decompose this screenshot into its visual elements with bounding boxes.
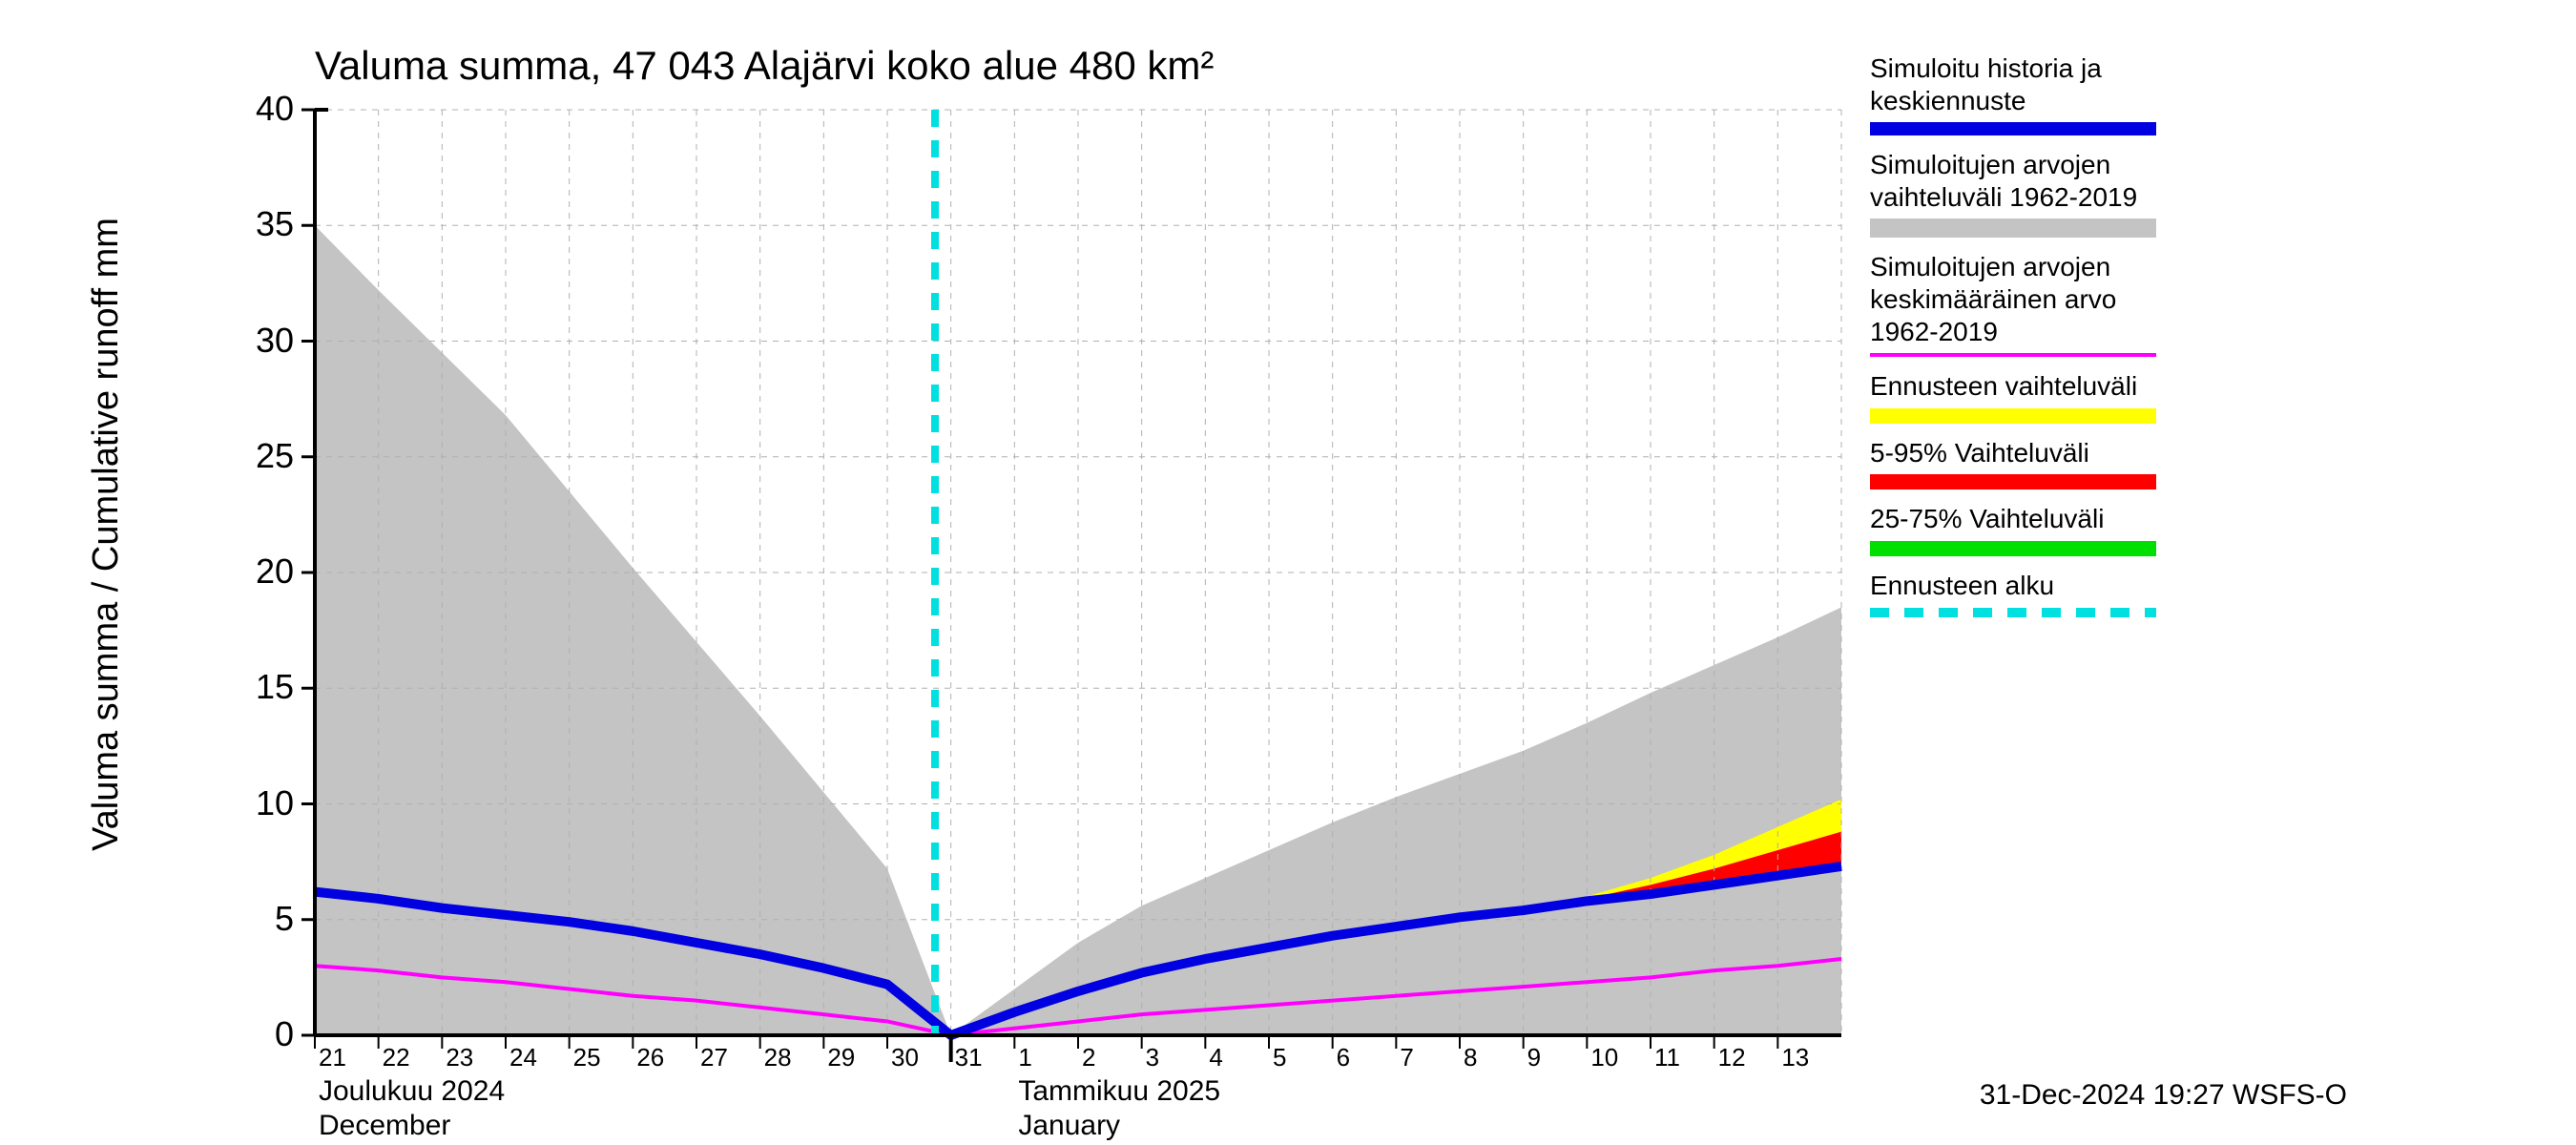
x-tick-label: 27 <box>700 1043 728 1072</box>
legend-item: Simuloitujen arvojenkeskimääräinen arvo … <box>1870 251 2156 357</box>
x-tick-label: 9 <box>1527 1043 1541 1072</box>
legend-swatch <box>1870 541 2156 556</box>
legend: Simuloitu historia jakeskiennusteSimuloi… <box>1870 52 2156 631</box>
legend-text: 5-95% Vaihteluväli <box>1870 437 2156 469</box>
legend-text: vaihteluväli 1962-2019 <box>1870 181 2156 214</box>
plot-area <box>0 0 2576 1145</box>
legend-text: Ennusteen alku <box>1870 570 2156 602</box>
y-tick-label: 40 <box>256 89 294 129</box>
x-tick-label: 31 <box>955 1043 983 1072</box>
x-tick-label: 8 <box>1464 1043 1477 1072</box>
x-tick-label: 12 <box>1718 1043 1746 1072</box>
x-tick-label: 13 <box>1781 1043 1809 1072</box>
figure: Valuma summa / Cumulative runoff mm Valu… <box>0 0 2576 1145</box>
y-tick-label: 20 <box>256 552 294 592</box>
x-tick-label: 22 <box>383 1043 410 1072</box>
legend-item: Ennusteen vaihteluväli <box>1870 370 2156 424</box>
y-tick-label: 25 <box>256 436 294 476</box>
month-label-en: January <box>1018 1110 1120 1142</box>
legend-item: 5-95% Vaihteluväli <box>1870 437 2156 490</box>
x-tick-label: 24 <box>509 1043 537 1072</box>
x-tick-label: 28 <box>764 1043 792 1072</box>
x-tick-label: 10 <box>1590 1043 1618 1072</box>
legend-swatch <box>1870 353 2156 357</box>
legend-text: 1962-2019 <box>1870 316 2156 348</box>
x-tick-label: 21 <box>319 1043 346 1072</box>
month-label-en: December <box>319 1110 450 1142</box>
y-tick-label: 15 <box>256 667 294 707</box>
x-tick-label: 7 <box>1400 1043 1413 1072</box>
month-label-fi: Tammikuu 2025 <box>1018 1075 1220 1108</box>
x-tick-label: 3 <box>1146 1043 1159 1072</box>
legend-swatch <box>1870 219 2156 238</box>
legend-text: 25-75% Vaihteluväli <box>1870 503 2156 535</box>
legend-text: keskiennuste <box>1870 85 2156 117</box>
x-tick-label: 4 <box>1209 1043 1222 1072</box>
x-tick-label: 2 <box>1082 1043 1095 1072</box>
timestamp-label: 31-Dec-2024 19:27 WSFS-O <box>1980 1079 2347 1112</box>
x-tick-label: 1 <box>1018 1043 1031 1072</box>
x-tick-label: 6 <box>1337 1043 1350 1072</box>
y-tick-label: 10 <box>256 783 294 823</box>
x-tick-label: 25 <box>573 1043 601 1072</box>
legend-swatch <box>1870 408 2156 424</box>
y-tick-label: 30 <box>256 321 294 361</box>
x-tick-label: 5 <box>1273 1043 1286 1072</box>
legend-item: 25-75% Vaihteluväli <box>1870 503 2156 556</box>
x-tick-label: 30 <box>891 1043 919 1072</box>
legend-item: Ennusteen alku <box>1870 570 2156 617</box>
x-tick-label: 29 <box>827 1043 855 1072</box>
legend-text: Simuloitu historia ja <box>1870 52 2156 85</box>
legend-swatch <box>1870 608 2156 617</box>
legend-item: Simuloitu historia jakeskiennuste <box>1870 52 2156 135</box>
legend-text: Simuloitujen arvojen <box>1870 149 2156 181</box>
y-tick-label: 5 <box>275 899 294 939</box>
x-tick-label: 26 <box>636 1043 664 1072</box>
legend-text: Simuloitujen arvojen <box>1870 251 2156 283</box>
x-tick-label: 23 <box>446 1043 473 1072</box>
legend-text: Ennusteen vaihteluväli <box>1870 370 2156 403</box>
y-tick-label: 35 <box>256 204 294 244</box>
month-label-fi: Joulukuu 2024 <box>319 1075 505 1108</box>
legend-swatch <box>1870 474 2156 489</box>
legend-text: keskimääräinen arvo <box>1870 283 2156 316</box>
y-tick-label: 0 <box>275 1014 294 1054</box>
legend-item: Simuloitujen arvojenvaihteluväli 1962-20… <box>1870 149 2156 238</box>
legend-swatch <box>1870 122 2156 135</box>
x-tick-label: 11 <box>1654 1043 1680 1072</box>
